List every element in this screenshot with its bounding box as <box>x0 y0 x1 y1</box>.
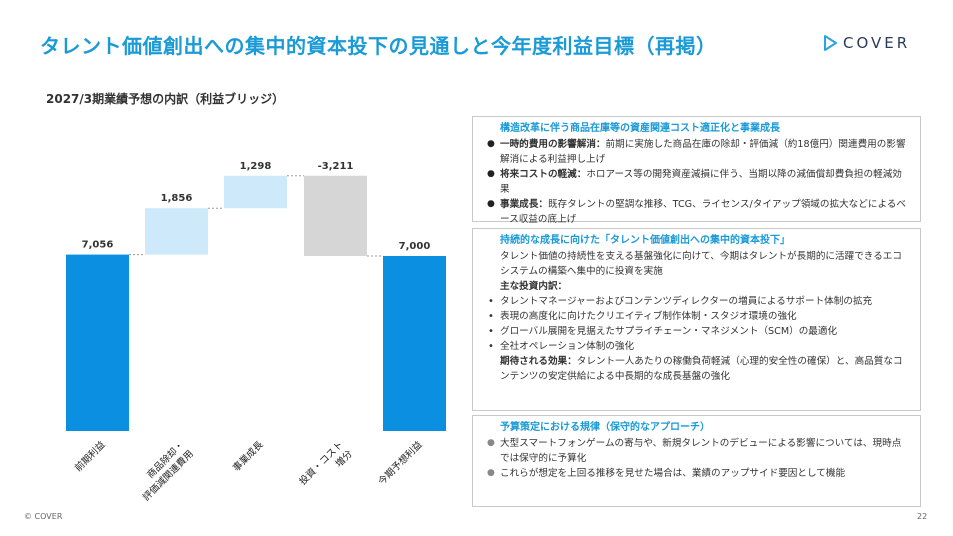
panel2-list-item: グローバル展開を見据えたサプライチェーン・マネジメント（SCM）の最適化 <box>488 324 910 339</box>
panel2-intro: タレント価値の持続性を支える基盤強化に向けて、今期はタレントが長期的に活躍できる… <box>500 251 902 277</box>
page-title: タレント価値創出への集中的資本投下の見通しと今年度利益目標（再掲） <box>40 34 717 58</box>
value-label: 1,298 <box>240 161 272 172</box>
panel1-item-text: ホロアース等の開発資産減損に伴う、当期以降の減価償却費負担の軽減効果 <box>500 169 902 195</box>
panel3-heading: 予算策定における規律（保守的なアプローチ） <box>500 422 710 433</box>
panel2-effect: 期待される効果：タレント一人あたりの稼働負荷軽減（心理的安全性の確保）と、高品質… <box>500 354 910 384</box>
value-label: 1,856 <box>161 193 193 204</box>
category-label: 投資・コスト増分 <box>297 438 355 496</box>
panel2-heading: 持続的な成長に向けた「タレント価値創出への集中的資本投下」 <box>500 235 790 246</box>
category-label: 今期予想利益 <box>376 438 425 487</box>
cover-logo: COVER <box>823 34 910 52</box>
panel1-heading: 構造改革に伴う商品在庫等の資産関連コスト適正化と事業成長 <box>500 123 780 134</box>
panel1-item-text: 前期に実施した商品在庫の除却・評価減（約18億円）関連費用の影響解消による利益押… <box>500 139 906 165</box>
logo-text: COVER <box>843 34 911 52</box>
panel-capital-investment: 持続的な成長に向けた「タレント価値創出への集中的資本投下」 タレント価値の持続性… <box>472 228 921 411</box>
panel3-item: これらが想定を上回る推移を見せた場合は、業績のアップサイド要因として機能 <box>487 466 910 481</box>
panel2-list-item: 全社オペレーション体制の強化 <box>488 339 910 354</box>
chart-subtitle: 2027/3期業績予想の内訳（利益ブリッジ） <box>46 92 285 106</box>
value-label: 7,056 <box>82 240 114 251</box>
panel1-item-text: 既存タレントの堅調な推移、TCG、ライセンス/タイアップ領域の拡大などによるベー… <box>500 199 906 225</box>
panel1-item-bold: 一時的費用の影響解消： <box>500 139 606 150</box>
copyright-footer: © COVER <box>24 512 63 521</box>
bar-3 <box>224 175 287 209</box>
page-number: 22 <box>917 512 928 521</box>
category-label: 商品除却・評価減関連費用 <box>131 439 196 504</box>
panel-budget-discipline: 予算策定における規律（保守的なアプローチ） 大型スマートフォンゲームの寄与や、新… <box>472 415 921 507</box>
panel-structural-reform: 構造改革に伴う商品在庫等の資産関連コスト適正化と事業成長 一時的費用の影響解消：… <box>472 116 921 225</box>
category-label: 前期利益 <box>72 438 108 474</box>
panel2-list-item: 表現の高度化に向けたクリエイティブ制作体制・スタジオ環境の強化 <box>488 309 910 324</box>
panel3-item: 大型スマートフォンゲームの寄与や、新規タレントのデビューによる影響については、現… <box>487 436 910 466</box>
panel1-item-bold: 事業成長： <box>500 199 548 210</box>
panel2-effect-text: タレント一人あたりの稼働負荷軽減（心理的安全性の確保）と、高品質なコンテンツの安… <box>500 356 903 382</box>
panel2-list-item: タレントマネージャーおよびコンテンツディレクターの増員によるサポート体制の拡充 <box>488 294 910 309</box>
profit-bridge-chart: 7,056 前期利益 1,856 商品除却・評価減関連費用 1,298 事業成長 -3,21… <box>66 161 446 504</box>
bar-1 <box>66 254 129 431</box>
value-label: -3,211 <box>318 161 354 172</box>
panel2-effect-bold: 期待される効果： <box>500 356 577 367</box>
play-triangle-icon <box>824 35 837 51</box>
bar-4 <box>304 175 367 257</box>
panel1-item-bold: 将来コストの軽減： <box>500 169 587 180</box>
panel1-item: 将来コストの軽減：ホロアース等の開発資産減損に伴う、当期以降の減価償却費負担の軽… <box>487 167 910 197</box>
category-label: 事業成長 <box>230 438 266 474</box>
bar-5 <box>383 256 446 431</box>
panel2-list-heading: 主な投資内訳： <box>500 281 568 292</box>
panel1-item: 事業成長：既存タレントの堅調な推移、TCG、ライセンス/タイアップ領域の拡大など… <box>487 197 910 227</box>
value-label: 7,000 <box>399 241 431 252</box>
panel1-item: 一時的費用の影響解消：前期に実施した商品在庫の除却・評価減（約18億円）関連費用… <box>487 137 910 167</box>
bar-2 <box>145 208 208 255</box>
